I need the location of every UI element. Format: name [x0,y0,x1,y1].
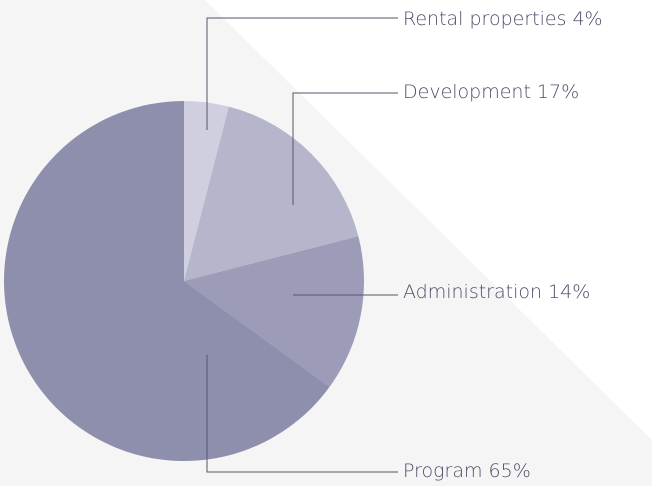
pie-slice [3,101,330,462]
leader-line [292,92,398,205]
leader-line [206,355,398,473]
pie-slice [184,101,229,281]
slice-value: 14% [548,281,590,303]
slice-value: 17% [537,81,579,103]
pie [3,101,364,462]
slice-label: Administration 14% [403,281,590,303]
slice-value: 4% [572,8,602,30]
labels: Rental properties 4% Development 17% Adminis… [206,8,603,482]
slice-name: Administration [403,281,542,303]
slice-name: Development [403,81,531,103]
slice-name: Program [403,460,483,482]
leader-line [206,17,398,130]
slice-label: Rental properties 4% [403,8,603,30]
slice-name: Rental properties [403,8,566,30]
slice-label: Program 65% [403,460,531,482]
slice-label: Development 17% [403,81,579,103]
slice-value: 65% [489,460,531,482]
pie-slice [184,106,359,281]
pie-slice [184,236,364,387]
